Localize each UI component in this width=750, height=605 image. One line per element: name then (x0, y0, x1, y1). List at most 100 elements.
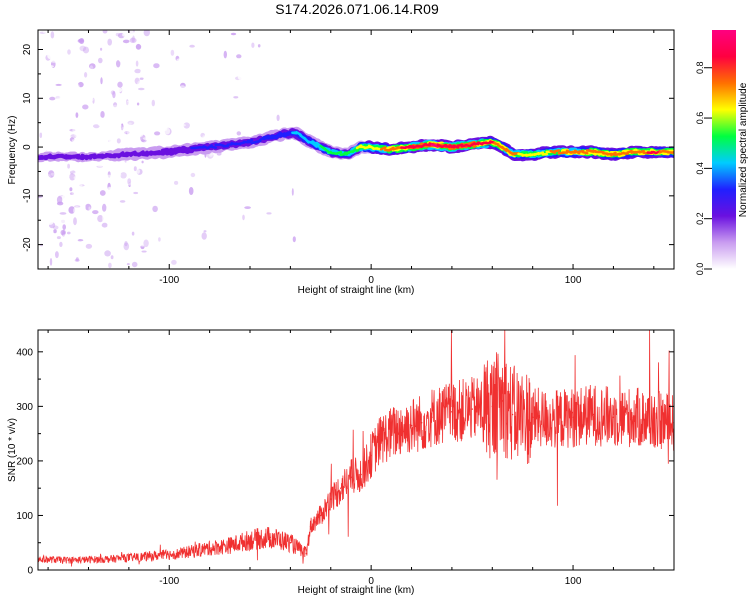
spectrogram-noise-blob (191, 123, 196, 130)
spectrogram-haze-blob (607, 134, 612, 138)
spectrogram-haze-blob (493, 123, 496, 126)
spectrogram-haze-blob (274, 105, 277, 108)
spectrogram-haze-blob (226, 119, 229, 121)
spectrogram-haze-blob (178, 165, 180, 168)
spectrogram-noise-blob (294, 46, 299, 49)
spectrogram-ridge-segment (50, 156, 54, 157)
spectrogram-noise-blob (218, 68, 222, 71)
spectrogram-noise-blob (112, 91, 115, 98)
spectrogram-haze-blob (432, 131, 437, 134)
spectrogram-noise-blob (78, 223, 83, 227)
spectrogram-noise-blob (43, 264, 48, 267)
spectrogram-haze-blob (276, 157, 280, 161)
spectrogram-noise-blob (90, 65, 94, 71)
snr-data-point (471, 408, 473, 410)
spectrogram-haze-blob (254, 102, 260, 107)
spectrogram-noise-blob (154, 131, 160, 135)
spectrogram-haze-blob (206, 172, 210, 176)
spectrogram-haze-blob (659, 168, 664, 173)
spectrogram-noise-blob (47, 65, 54, 67)
spectrogram-haze-blob (486, 126, 491, 128)
spectrogram-noise-blob (211, 125, 213, 132)
spectrogram-haze-blob (394, 128, 398, 130)
spectrogram-haze-blob (333, 142, 336, 147)
spectrogram-noise-blob (207, 184, 212, 189)
spectrogram-noise-blob (115, 227, 119, 231)
spectrogram-haze-blob (618, 160, 623, 164)
spectrogram-haze-blob (303, 157, 308, 159)
spectrogram-noise-blob (138, 33, 145, 35)
spectrogram-haze-blob (265, 113, 270, 115)
spectrogram-haze-blob (180, 119, 184, 121)
spectrogram-noise-blob (100, 211, 102, 215)
spectrogram-noise-blob (215, 171, 221, 176)
spectrogram-noise-blob (281, 256, 283, 264)
spectrogram-noise-blob (165, 223, 170, 228)
spectrogram-haze-blob (473, 130, 478, 133)
spectrogram-haze-blob (278, 153, 281, 157)
spectrogram-haze-blob (447, 154, 449, 156)
spectrogram-haze-blob (204, 177, 206, 182)
spectrogram-haze-blob (238, 152, 244, 157)
spectrogram-haze-blob (220, 115, 224, 120)
spectrogram-noise-blob (44, 140, 50, 142)
snr-data-point (179, 553, 181, 555)
spectrogram-haze-blob (185, 184, 189, 187)
spectrogram-noise-blob (117, 82, 122, 88)
spectrogram-haze-blob (278, 147, 281, 150)
spectrogram-haze-blob (586, 169, 589, 172)
spectrogram-noise-blob (181, 112, 185, 116)
spectrogram-haze-blob (381, 127, 383, 131)
spectrogram-haze-blob (469, 135, 472, 139)
spectrogram-haze-blob (172, 133, 177, 138)
spectrogram-haze-blob (56, 148, 59, 150)
spectrogram-haze-blob (488, 155, 491, 158)
spectrogram-haze-blob (184, 159, 187, 162)
spectrogram-ridge-point (410, 146, 412, 148)
spectrogram-y-tick-label: 0 (22, 144, 33, 150)
spectrogram-haze-blob (97, 121, 102, 126)
spectrogram-noise-blob (137, 81, 143, 88)
spectrogram-haze-blob (206, 115, 211, 120)
spectrogram-haze-blob (326, 132, 330, 136)
spectrogram-haze-blob (143, 137, 148, 140)
spectrogram-y-tick-label: -10 (22, 188, 33, 203)
spectrogram-noise-blob (100, 190, 106, 196)
spectrogram-haze-blob (410, 126, 413, 129)
spectrogram-noise-blob (116, 182, 119, 189)
spectrogram-haze-blob (386, 137, 391, 141)
spectrogram-haze-blob (135, 134, 138, 138)
spectrogram-haze-blob (260, 170, 265, 174)
spectrogram-noise-blob (106, 103, 112, 108)
spectrogram-haze-blob (295, 122, 299, 127)
spectrogram-haze-blob (465, 156, 469, 160)
colorbar-tick-label: 0.6 (695, 112, 705, 125)
spectrogram-noise-blob (153, 63, 159, 68)
spectrogram-haze-blob (126, 168, 130, 170)
spectrogram-noise-blob (238, 79, 241, 82)
spectrogram-noise-blob (95, 240, 98, 243)
spectrogram-noise-blob (43, 260, 49, 265)
spectrogram-haze-blob (70, 127, 74, 129)
spectrogram-noise-blob (235, 209, 240, 213)
spectrogram-noise-blob (236, 54, 241, 58)
spectrogram-haze-blob (233, 175, 236, 179)
spectrogram-haze-blob (206, 176, 211, 181)
spectrogram-haze-blob (72, 191, 75, 196)
spectrogram-haze-blob (218, 161, 221, 165)
spectrogram-ridge-point (309, 141, 311, 143)
spectrogram-noise-blob (202, 224, 204, 231)
snr-data-point (653, 419, 655, 421)
spectrogram-noise-blob (141, 130, 146, 132)
spectrogram-noise-blob (169, 135, 171, 141)
spectrogram-haze-blob (427, 162, 431, 167)
spectrogram-haze-blob (259, 163, 262, 166)
spectrogram-noise-blob (201, 178, 203, 182)
spectrogram-haze-blob (441, 155, 447, 159)
spectrogram-noise-blob (212, 228, 219, 235)
spectrogram-noise-blob (71, 240, 75, 248)
spectrogram-haze-blob (648, 138, 652, 141)
spectrogram-haze-blob (488, 152, 490, 155)
spectrogram-haze-blob (42, 134, 46, 137)
